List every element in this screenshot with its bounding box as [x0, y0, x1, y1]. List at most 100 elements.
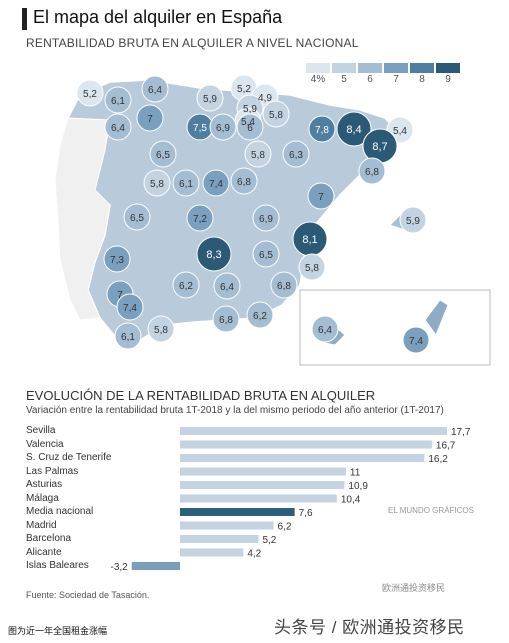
- province-value-label: 6,4: [318, 325, 332, 336]
- province-value-label: 5,2: [237, 84, 251, 95]
- bar: [180, 454, 425, 462]
- spain-choropleth-map: 5,26,16,45,95,24,95,95,46,477,5 6,9 65,87,…: [54, 74, 491, 366]
- bar-category-label: Sevilla: [26, 425, 56, 436]
- bar: [180, 440, 432, 449]
- province-value-label: 6,9: [259, 214, 273, 225]
- province-region: [252, 204, 280, 232]
- bar-category-label: Madrid: [26, 519, 57, 531]
- province-value-label: 8,7: [372, 141, 387, 153]
- province-value-label: 5,8: [154, 325, 168, 336]
- province-value-label: 5,8: [305, 263, 319, 274]
- bar-category-label: Alicante: [26, 546, 62, 558]
- province-value-label: 6,1: [111, 96, 125, 107]
- legend-swatch: [357, 62, 383, 74]
- province-region: [307, 182, 335, 210]
- bar-category-label: S. Cruz de Tenerife: [26, 452, 112, 463]
- bar-value-label: 10,4: [341, 495, 361, 506]
- province-value-label: 6: [247, 123, 253, 134]
- map-subtitle: RENTABILIDAD BRUTA EN ALQUILER A NIVEL N…: [26, 36, 359, 50]
- province-value-label: 4,9: [258, 93, 272, 104]
- province-value-label: 8,3: [206, 249, 221, 261]
- province-value-label: 6,8: [219, 315, 233, 326]
- publisher-credit: EL MUNDO GRÁFICOS: [388, 506, 474, 515]
- province-value-label: 6,8: [365, 167, 379, 178]
- bar: [180, 467, 346, 476]
- province-region: [172, 271, 200, 299]
- province-region: [104, 113, 132, 141]
- province-value-label: 6,9: [216, 123, 230, 134]
- bar: [131, 562, 180, 570]
- province-value-label: 5,8: [251, 150, 265, 161]
- bar: [180, 521, 274, 530]
- bar-value-label: 6,2: [278, 522, 292, 533]
- province-value-label: 7,3: [110, 255, 124, 266]
- province-region: [213, 272, 241, 300]
- legend-swatch: [331, 62, 357, 74]
- province-value-label: 6,2: [179, 281, 193, 292]
- bar: [180, 535, 259, 543]
- province-region: [262, 100, 290, 128]
- province-region: [147, 315, 175, 343]
- province-value-label: 5,8: [150, 179, 164, 190]
- province-region: [230, 167, 258, 195]
- province-region: [402, 326, 430, 354]
- legend-swatch: [383, 62, 409, 74]
- portugal-outline: [54, 117, 111, 321]
- province-region: [270, 271, 298, 299]
- bar: [180, 427, 447, 435]
- province-value-label: 7: [117, 290, 123, 301]
- province-value-label: 8,1: [302, 234, 317, 246]
- province-value-label: 8,4: [346, 124, 361, 136]
- bar-category-label: Asturias: [26, 479, 63, 490]
- bar-value-label: 10,9: [348, 481, 368, 492]
- province-value-label: 5,9: [243, 104, 257, 115]
- province-value-label: 7,8: [315, 125, 329, 136]
- province-region: [212, 305, 240, 333]
- province-region: [136, 104, 164, 132]
- legend-label: 7: [393, 74, 399, 85]
- province-region: [298, 253, 326, 281]
- bar: [180, 548, 244, 557]
- bar-category-label: Las Palmas: [26, 465, 79, 477]
- province-value-label: 6,5: [130, 213, 144, 224]
- bar-category-label: Valencia: [26, 438, 64, 450]
- province-value-label: 6,8: [237, 177, 251, 188]
- bar-value-label: 11: [350, 468, 361, 479]
- bar-category-label: Islas Baleares: [26, 560, 89, 571]
- evolution-bar-chart: 17,7 16,7 16,2 11 10,9 10,4 7,6 6,25,24,2 -3,2: [110, 427, 471, 573]
- province-value-label: 7,5: [193, 123, 207, 134]
- legend-label: 6: [367, 74, 373, 85]
- province-value-label: 6,3: [289, 150, 303, 161]
- province-value-label: 6,5: [259, 250, 273, 261]
- province-region: [186, 204, 214, 232]
- province-region: [123, 203, 151, 231]
- province-value-label: 5,9: [406, 216, 420, 227]
- legend-swatch: [435, 62, 461, 74]
- image-caption: 图为近一年全国租金涨幅: [8, 626, 108, 636]
- province-value-label: 7,4: [209, 179, 223, 190]
- province-region: [282, 140, 310, 168]
- province-region: [114, 322, 142, 350]
- bar-value-label: 5,2: [262, 535, 276, 546]
- province-region: [244, 140, 272, 168]
- province-region: [196, 236, 232, 272]
- province-value-label: 5,4: [241, 117, 255, 128]
- province-region: [196, 84, 224, 112]
- bar-value-label: 4,2: [247, 549, 261, 560]
- evolution-subtitle: Variación entre la rentabilidad bruta 1T…: [26, 405, 444, 416]
- evolution-title: EVOLUCIÓN DE LA RENTABILIDAD BRUTA EN AL…: [26, 388, 376, 403]
- province-region: [202, 169, 230, 197]
- bar-value-label: -3,2: [110, 562, 128, 573]
- province-value-label: 6,1: [179, 179, 193, 190]
- province-value-label: 5,2: [83, 89, 97, 100]
- province-region: [308, 115, 336, 143]
- province-value-label: 7: [318, 192, 324, 203]
- province-value-label: 7: [147, 114, 153, 125]
- bar: [180, 494, 337, 503]
- province-region: [149, 140, 177, 168]
- province-value-label: 6,2: [253, 311, 267, 322]
- province-region: [399, 206, 427, 234]
- province-value-label: 5,9: [203, 94, 217, 105]
- legend-label: 4%: [310, 74, 326, 85]
- source-note: Fuente: Sociedad de Tasación.: [26, 590, 150, 600]
